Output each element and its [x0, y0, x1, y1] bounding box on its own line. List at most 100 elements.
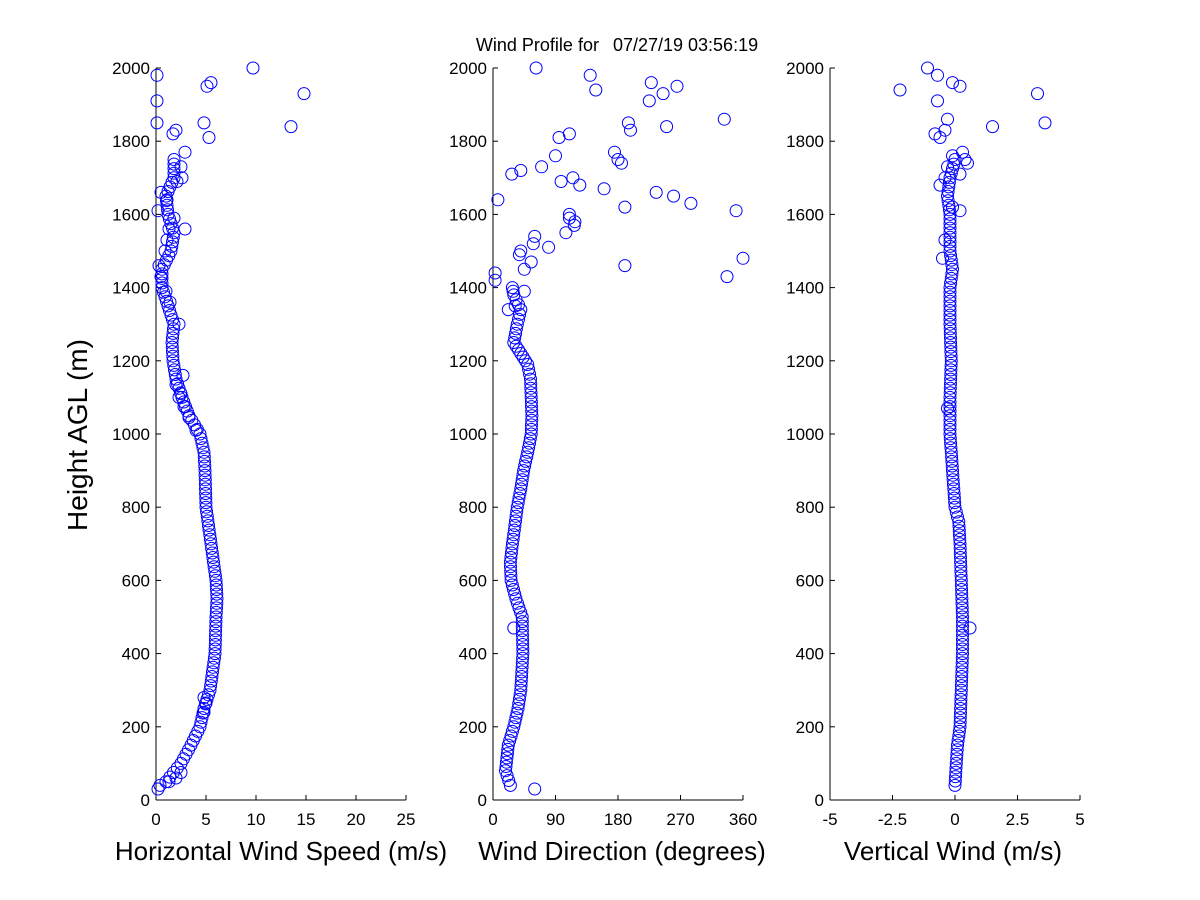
data-point [199, 482, 212, 496]
data-point [943, 395, 957, 409]
data-point [525, 404, 539, 418]
data-point [946, 76, 959, 90]
data-point [948, 153, 962, 166]
x-tick-label: 15 [297, 810, 316, 829]
y-tick-label: 600 [796, 571, 824, 590]
data-point [526, 237, 540, 251]
data-point [941, 112, 954, 126]
data-point [501, 742, 515, 756]
data-point [155, 281, 169, 295]
y-tick-label: 2000 [112, 59, 150, 78]
data-point [568, 215, 582, 229]
data-point [956, 633, 969, 647]
data-point [514, 347, 528, 360]
data-point [621, 116, 635, 130]
data-point [948, 500, 962, 514]
data-point [952, 729, 966, 743]
data-point [944, 377, 957, 391]
data-point [528, 782, 542, 796]
data-point [954, 578, 968, 592]
y-tick-label: 600 [122, 571, 150, 590]
y-axis-label: Height AGL (m) [62, 339, 93, 531]
data-point [172, 317, 186, 331]
data-point [954, 692, 968, 706]
data-point [944, 368, 958, 381]
data-point [246, 61, 260, 75]
data-point [499, 755, 513, 769]
data-point [170, 175, 184, 188]
data-point [942, 175, 956, 189]
data-point [956, 619, 969, 633]
data-point [943, 207, 957, 221]
data-point [499, 764, 512, 778]
data-point [736, 251, 750, 265]
data-point [513, 688, 527, 702]
data-point [198, 473, 212, 487]
data-point [170, 761, 184, 775]
data-point [955, 651, 969, 665]
data-point [958, 153, 972, 166]
data-point [684, 196, 698, 210]
data-point [949, 765, 963, 779]
x-tick-label: 90 [546, 810, 565, 829]
data-point [524, 390, 538, 404]
data-point [204, 76, 218, 90]
data-point [513, 307, 527, 321]
data-point [943, 432, 957, 446]
data-point [955, 587, 969, 601]
data-point [944, 249, 958, 263]
data-point [951, 510, 964, 524]
x-axis-label-speed: Horizontal Wind Speed (m/s) [115, 836, 447, 866]
data-point [947, 491, 961, 505]
data-point [516, 638, 530, 651]
data-point [943, 244, 957, 258]
y-tick-label: 200 [796, 718, 824, 737]
data-point [933, 178, 947, 192]
data-point [953, 532, 967, 546]
data-point [515, 473, 529, 487]
data-point [954, 683, 968, 697]
data-point [947, 482, 961, 496]
data-point [524, 395, 538, 409]
data-point [511, 702, 525, 715]
data-point [943, 217, 957, 231]
data-point [515, 615, 529, 629]
data-point [202, 131, 216, 144]
data-point [949, 505, 963, 519]
title-prefix: Wind Profile for [476, 35, 599, 55]
data-point [154, 270, 168, 284]
x-tick-label: 0 [151, 810, 160, 829]
data-point [166, 326, 180, 340]
data-point [161, 203, 174, 217]
data-point [503, 555, 517, 569]
data-point [946, 473, 960, 487]
data-point [942, 203, 956, 217]
data-point [194, 715, 208, 729]
y-tick-label: 1400 [112, 279, 150, 298]
data-point [1038, 116, 1052, 130]
data-point [167, 157, 181, 171]
data-point [507, 720, 521, 734]
y-tick-label: 1600 [449, 205, 487, 224]
data-point [193, 720, 207, 734]
y-tick-label: 1600 [112, 205, 150, 224]
data-point [943, 317, 957, 331]
data-point [210, 592, 224, 606]
data-point [160, 193, 174, 207]
data-point [953, 541, 967, 555]
x-tick-label: -2.5 [878, 810, 907, 829]
data-point [505, 578, 519, 592]
data-point [952, 519, 966, 533]
data-point [525, 413, 539, 427]
data-point [508, 519, 522, 532]
x-tick-label: 25 [397, 810, 416, 829]
data-point [1031, 87, 1044, 101]
data-point [945, 258, 959, 272]
data-point [150, 68, 164, 82]
data-point [529, 61, 543, 75]
data-point [199, 487, 213, 500]
data-point [159, 775, 173, 789]
data-point [518, 354, 532, 368]
data-point [949, 756, 963, 770]
data-point [209, 610, 223, 624]
